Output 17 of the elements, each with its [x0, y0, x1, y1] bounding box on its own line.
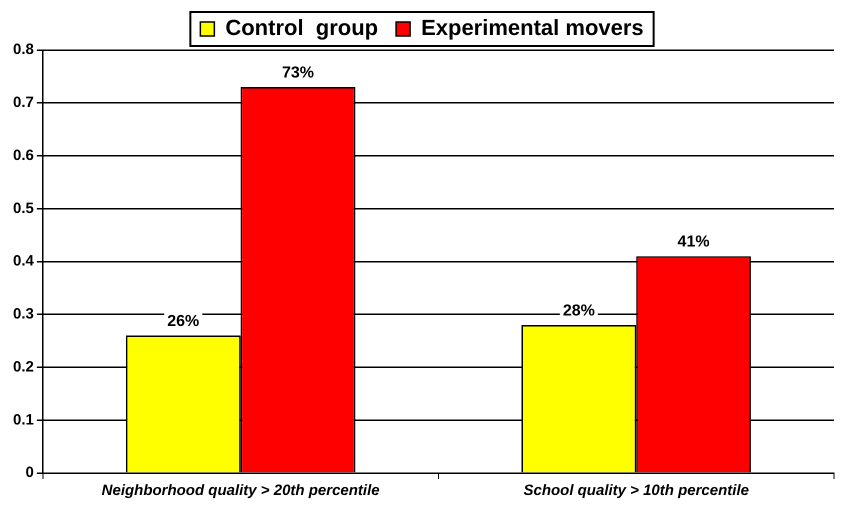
data-label: 26% — [167, 312, 200, 330]
y-tick-label: 0.4 — [12, 252, 34, 270]
y-tick-label: 0.3 — [12, 306, 34, 323]
y-tick-label: 0.2 — [12, 358, 34, 376]
legend-label: Experimental movers — [421, 15, 644, 40]
y-tick-label: 0.1 — [12, 411, 34, 428]
data-label: 28% — [562, 302, 595, 320]
x-tick-label: School quality > 10th percentile — [523, 482, 749, 500]
y-tick-label: 0.8 — [12, 41, 34, 58]
y-tick-label: 0 — [26, 464, 34, 482]
y-tick-label: 0.6 — [12, 146, 34, 164]
y-tick-label: 0.7 — [12, 94, 34, 112]
x-tick-label: Neighborhood quality > 20th percentile — [102, 482, 380, 500]
data-label: 41% — [678, 234, 710, 251]
data-label: 73% — [282, 64, 314, 82]
legend-label: Control group — [225, 15, 378, 40]
y-tick-label: 0.5 — [12, 200, 34, 217]
